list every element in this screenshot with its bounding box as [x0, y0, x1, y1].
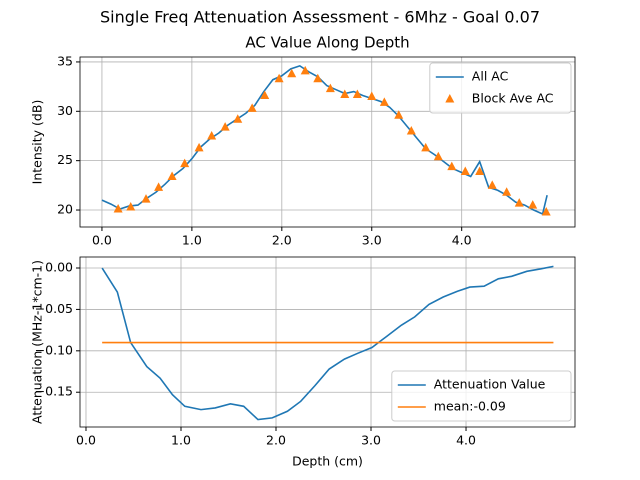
y-tick-label: 25: [57, 152, 73, 167]
y-axis-label: Intensity (dB): [30, 100, 45, 185]
marker: [379, 97, 389, 106]
y-axis-label: Attenuation (MHz-1*cm-1): [30, 260, 45, 424]
marker: [367, 91, 377, 100]
y-tick-label: −0.10: [35, 342, 73, 357]
x-tick-label: 1.0: [182, 233, 202, 248]
marker: [287, 68, 297, 78]
marker: [300, 65, 310, 75]
legend-label: mean:-0.09: [434, 399, 506, 414]
legend-box: [429, 62, 572, 114]
x-tick-label: 2.0: [266, 433, 286, 448]
marker: [260, 90, 270, 100]
marker: [233, 114, 243, 123]
legend-label: Attenuation Value: [434, 377, 546, 392]
marker: [220, 122, 230, 131]
x-tick-label: 2.0: [272, 233, 292, 248]
x-tick-label: 4.0: [452, 233, 472, 248]
y-tick-label: 30: [57, 103, 73, 118]
y-tick-label: −0.05: [35, 301, 73, 316]
axes-frame: [79, 56, 576, 228]
x-tick-label: 3.0: [362, 233, 382, 248]
marker: [541, 206, 551, 216]
marker: [113, 204, 123, 213]
axes-title: AC Value Along Depth: [245, 34, 409, 52]
marker: [325, 83, 335, 93]
marker: [394, 110, 404, 119]
legend-label: Block Ave AC: [472, 91, 554, 106]
marker: [475, 166, 485, 176]
marker: [126, 202, 136, 211]
y-tick-label: 0.00: [45, 260, 73, 275]
marker: [167, 171, 177, 180]
marker: [247, 103, 257, 112]
x-tick-label: 0.0: [76, 433, 96, 448]
marker: [528, 200, 538, 209]
x-axis-label: Depth (cm): [292, 454, 363, 469]
y-tick-label: 20: [57, 202, 73, 217]
marker: [313, 73, 323, 83]
legend-marker: [445, 94, 455, 103]
y-tick-label: −0.15: [35, 384, 73, 399]
figure-title: Single Freq Attenuation Assessment - 6Mh…: [100, 8, 540, 27]
marker: [406, 126, 416, 135]
marker: [460, 166, 470, 176]
axes-frame: [79, 256, 576, 428]
marker: [154, 182, 164, 191]
legend-label: All AC: [472, 69, 509, 84]
marker: [141, 194, 151, 203]
plot-area: [101, 65, 551, 216]
line: [101, 265, 554, 421]
x-tick-label: 0.0: [92, 233, 112, 248]
marker: [421, 142, 431, 152]
marker: [487, 180, 497, 189]
x-tick-label: 3.0: [361, 433, 381, 448]
marker: [180, 158, 190, 168]
plot-area: [101, 265, 554, 421]
legend-box: [391, 370, 572, 422]
marker: [194, 142, 204, 152]
y-tick-label: 35: [57, 53, 73, 68]
x-tick-label: 4.0: [456, 433, 476, 448]
marker: [340, 89, 350, 99]
marker: [207, 130, 217, 140]
marker: [433, 151, 443, 161]
marker: [352, 89, 362, 99]
marker: [502, 187, 512, 196]
line: [101, 65, 548, 216]
marker: [274, 73, 284, 83]
x-tick-label: 1.0: [171, 433, 191, 448]
marker: [514, 198, 524, 207]
marker: [447, 161, 457, 171]
